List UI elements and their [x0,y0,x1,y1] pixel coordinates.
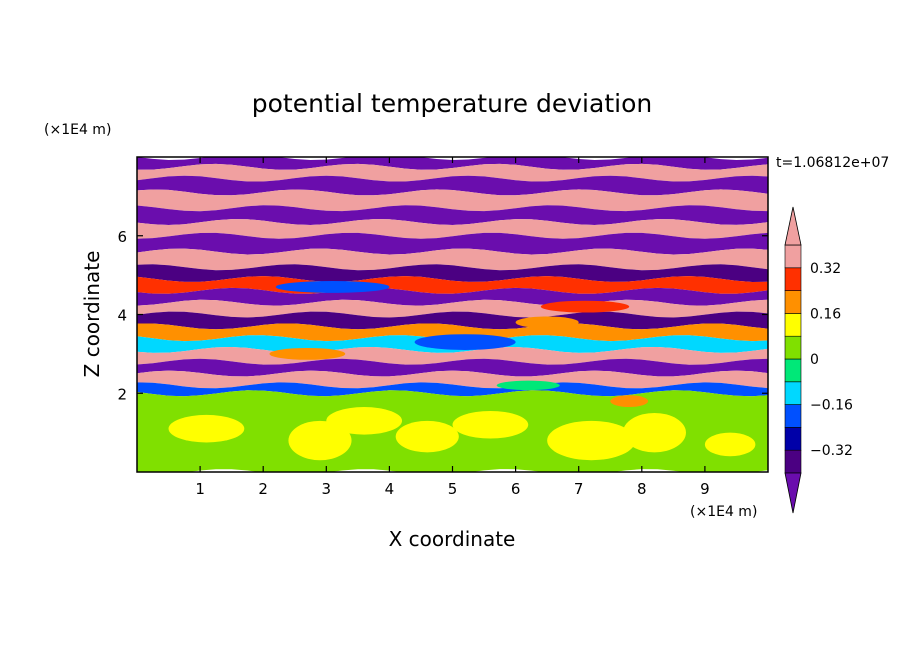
field-patch [168,414,245,443]
x-axis: 1 2 3 4 5 6 7 8 9 [195,157,710,498]
field-band [137,347,768,365]
field-layer [137,157,768,472]
x-axis-label: X coordinate [389,527,516,551]
field-band [137,287,768,306]
y-axis: 2 4 6 [117,228,768,403]
x-tick-label: 9 [700,480,710,498]
colorbar-segment [784,267,802,291]
x-tick-label: 2 [258,480,268,498]
colorbar-segment [784,244,802,269]
time-label: t=1.06812e+07 [776,155,889,171]
field-patch [414,334,516,350]
colorbar-segment [784,404,802,428]
field-band [137,382,768,397]
colorbar-tick-label: 0.16 [810,306,841,322]
field-patch [269,347,346,360]
colorbar-segment [784,313,802,337]
field-band [137,205,768,225]
field-band [137,358,768,377]
colorbar-extend-max [784,206,802,246]
colorbar-segment [784,290,802,314]
colorbar-segment [784,335,802,360]
field-patch [452,410,529,439]
colorbar-segment [784,449,802,474]
field-patch [288,420,352,461]
x-tick-label: 4 [385,480,395,498]
field-band [137,248,768,271]
field-band [137,264,768,282]
colorbar-segment [784,427,802,451]
chart-title: potential temperature deviation [252,89,652,118]
colorbar-tick-label: −0.16 [810,398,853,414]
field-patch [275,281,390,293]
x-unit-label: (×1E4 m) [690,504,757,520]
field-patch [395,420,459,453]
field-band [137,219,768,239]
field-patch [540,300,630,313]
field-band [137,175,768,196]
field-patch [547,420,636,461]
colorbar: 0.32 0.16 0 −0.16 −0.32 [784,206,853,514]
x-tick-label: 3 [322,480,332,498]
field-band [137,370,768,389]
x-tick-label: 8 [637,480,647,498]
colorbar-tick-label: 0.32 [810,261,841,277]
y-axis-label: Z coordinate [80,251,104,378]
x-tick-label: 1 [195,480,205,498]
field-patch [704,432,756,457]
y-tick-label: 6 [117,228,127,246]
field-band [137,311,768,330]
field-band [137,163,768,182]
field-patch [496,380,560,391]
y-unit-label: (×1E4 m) [44,122,111,138]
colorbar-tick-label: −0.32 [810,443,853,459]
colorbar-extend-min [784,472,802,514]
field-band [137,157,768,170]
x-tick-label: 7 [574,480,584,498]
x-tick-label: 6 [511,480,521,498]
field-patch [610,395,649,408]
colorbar-tick-label: 0 [810,352,819,368]
field-patch [515,316,579,329]
field-band [137,189,768,212]
field-band [137,232,768,255]
field-patch [622,412,686,453]
x-tick-label: 5 [448,480,458,498]
y-tick-label: 2 [117,385,127,403]
field-patch [326,407,403,435]
colorbar-segment [784,358,802,383]
colorbar-segment [784,381,802,405]
y-tick-label: 4 [117,307,127,325]
field-band [137,323,768,342]
